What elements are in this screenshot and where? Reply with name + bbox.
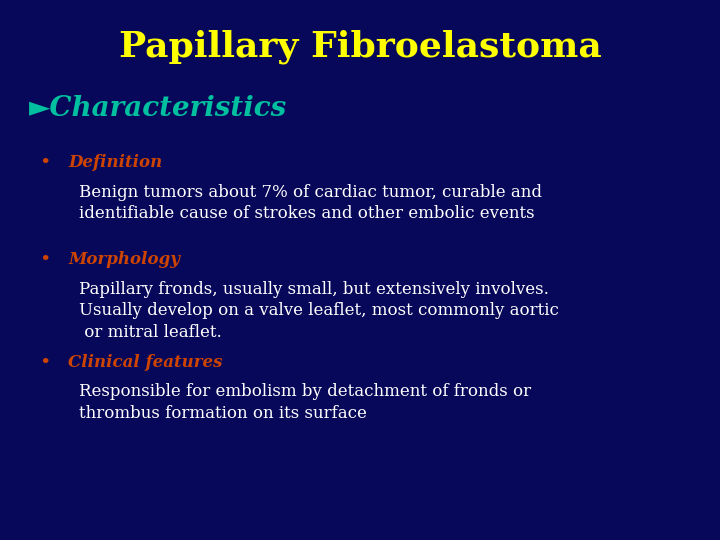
Text: Responsible for embolism by detachment of fronds or
thrombus formation on its su: Responsible for embolism by detachment o… (79, 383, 531, 422)
Text: •: • (40, 354, 51, 372)
Text: Morphology: Morphology (68, 251, 180, 268)
Text: Clinical features: Clinical features (68, 354, 223, 370)
Text: Papillary fronds, usually small, but extensively involves.
Usually develop on a : Papillary fronds, usually small, but ext… (79, 281, 559, 341)
Text: Benign tumors about 7% of cardiac tumor, curable and
identifiable cause of strok: Benign tumors about 7% of cardiac tumor,… (79, 184, 542, 222)
Text: Definition: Definition (68, 154, 163, 171)
Text: •: • (40, 154, 51, 172)
Text: Papillary Fibroelastoma: Papillary Fibroelastoma (119, 30, 601, 64)
Text: ►Characteristics: ►Characteristics (29, 94, 287, 122)
Text: •: • (40, 251, 51, 269)
